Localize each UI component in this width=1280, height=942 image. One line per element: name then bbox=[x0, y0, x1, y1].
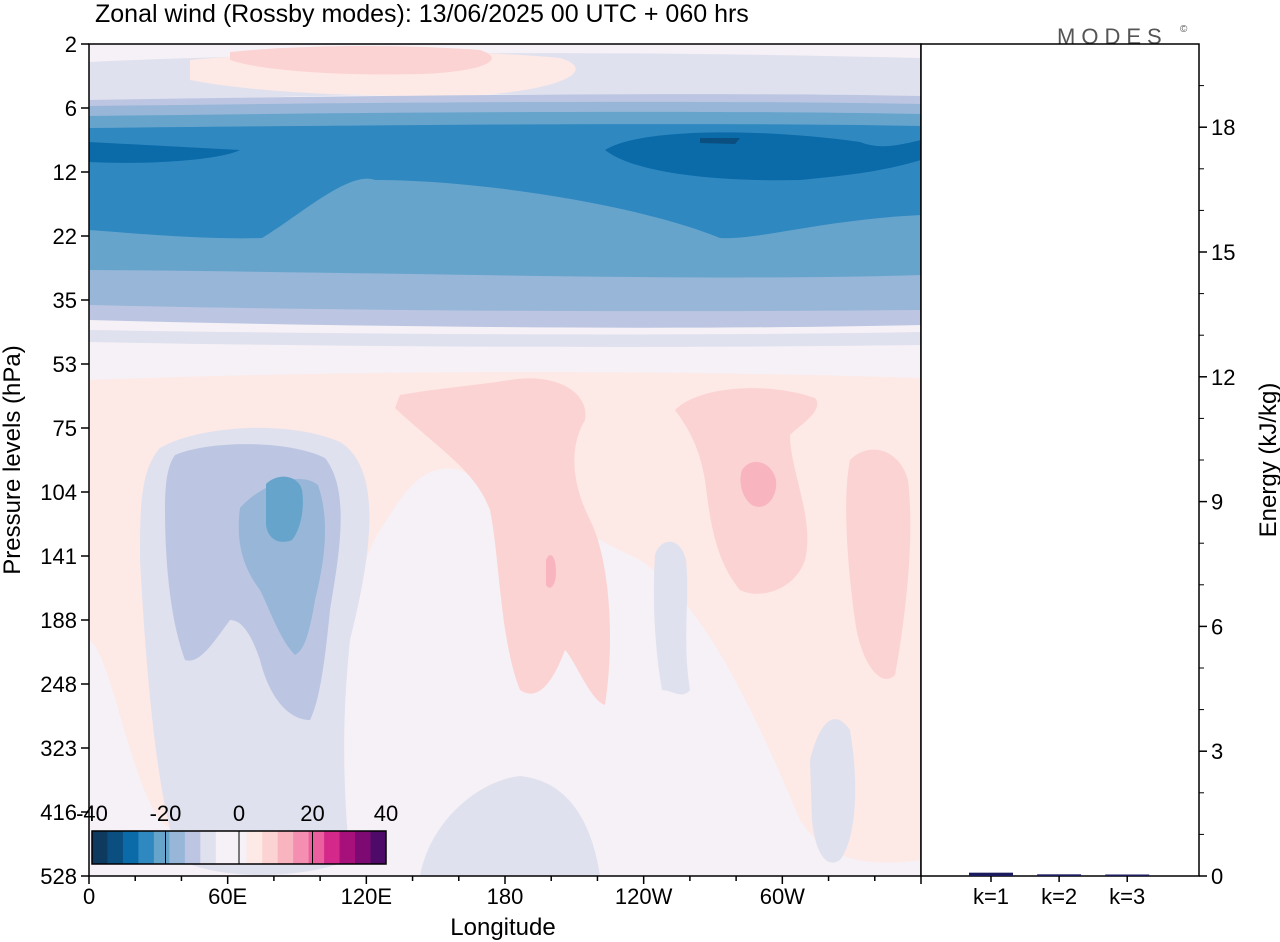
energy-bar bbox=[1105, 874, 1150, 876]
contour-neg-6 bbox=[700, 138, 740, 144]
colorbar-swatch bbox=[153, 831, 170, 864]
contour-pos-3-west bbox=[546, 555, 556, 588]
y-tick-label: 528 bbox=[40, 864, 77, 889]
energy-tick-label: 9 bbox=[1211, 490, 1223, 515]
energy-tick-label: 18 bbox=[1211, 115, 1235, 140]
y-tick-label: 75 bbox=[53, 416, 77, 441]
x-tick-label: 120E bbox=[341, 884, 392, 909]
colorbar-tick-label: -20 bbox=[150, 801, 182, 826]
colorbar-swatch bbox=[169, 831, 186, 864]
energy-panel bbox=[920, 43, 1200, 877]
y-tick-label: 323 bbox=[40, 736, 77, 761]
contour-neg-trop-3 bbox=[238, 478, 326, 655]
energy-category-label: k=2 bbox=[1041, 884, 1077, 909]
energy-tick-label: 0 bbox=[1211, 864, 1223, 889]
colorbar-swatch bbox=[107, 831, 124, 864]
contour-neg-5-east bbox=[605, 132, 921, 181]
colorbar-swatch bbox=[277, 831, 294, 864]
logo-mark: © bbox=[1180, 24, 1188, 35]
colorbar-tick-label: 20 bbox=[300, 801, 324, 826]
energy-bar bbox=[969, 872, 1013, 876]
contour-pos-2-far-east bbox=[846, 449, 911, 679]
heatmap-field bbox=[89, 44, 921, 876]
energy-category-label: k=1 bbox=[973, 884, 1009, 909]
energy-category-label: k=3 bbox=[1109, 884, 1145, 909]
contour-neg-trop-5 bbox=[653, 541, 690, 695]
colorbar-swatch bbox=[200, 831, 217, 864]
contour-pos-2-west bbox=[395, 378, 610, 705]
x-tick-label: 0 bbox=[83, 884, 95, 909]
contour-neg-trop-7 bbox=[420, 776, 600, 876]
contour-neg-lower bbox=[89, 330, 921, 347]
colorbar-swatch bbox=[138, 831, 155, 864]
x-tick-label: 120W bbox=[615, 884, 673, 909]
y-tick-label: 35 bbox=[53, 288, 77, 313]
energy-tick-label: 15 bbox=[1211, 240, 1235, 265]
y-tick-label: 248 bbox=[40, 672, 77, 697]
y-tick-label: 53 bbox=[53, 352, 77, 377]
y-axis-label: Pressure levels (hPa) bbox=[0, 345, 26, 574]
y-tick-label: 22 bbox=[53, 224, 77, 249]
y-tick-label: 141 bbox=[40, 544, 77, 569]
contour-neg-5-west bbox=[89, 142, 240, 163]
colorbar-swatch bbox=[339, 831, 356, 864]
energy-bar bbox=[1037, 874, 1082, 876]
y-tick-label: 2 bbox=[65, 32, 77, 57]
x-tick-label: 60E bbox=[208, 884, 247, 909]
x-tick-label: 180 bbox=[487, 884, 524, 909]
energy-tick-label: 12 bbox=[1211, 365, 1235, 390]
colorbar-swatch bbox=[262, 831, 279, 864]
contour-pos-top-core bbox=[230, 46, 492, 75]
y-tick-label: 104 bbox=[40, 480, 77, 505]
colorbar-swatch bbox=[215, 831, 232, 864]
x-axis-label: Longitude bbox=[450, 914, 555, 941]
energy-frame bbox=[920, 43, 1200, 877]
x-tick-label: 60W bbox=[760, 884, 805, 909]
y-tick-label: 6 bbox=[65, 96, 77, 121]
contour-pos-3-east bbox=[740, 461, 777, 507]
heatmap-panel bbox=[88, 43, 922, 877]
colorbar-tick-label: 40 bbox=[374, 801, 398, 826]
colorbar-swatch bbox=[246, 831, 263, 864]
colorbar-tick-label: 0 bbox=[233, 801, 245, 826]
energy-axis-label: Energy (kJ/kg) bbox=[1255, 383, 1280, 538]
y-tick-label: 416 bbox=[40, 800, 77, 825]
colorbar-swatch bbox=[308, 831, 325, 864]
energy-tick-label: 3 bbox=[1211, 739, 1223, 764]
contour-neg-trop-6 bbox=[810, 719, 856, 863]
colorbar-swatch bbox=[293, 831, 310, 864]
colorbar: -40 -20 0 20 40 bbox=[76, 801, 398, 865]
y-tick-label: 12 bbox=[53, 160, 77, 185]
colorbar-swatch bbox=[324, 831, 341, 864]
contour-neg-trop-4 bbox=[266, 476, 303, 542]
colorbar-tick-label: -40 bbox=[76, 801, 108, 826]
chart-title: Zonal wind (Rossby modes): 13/06/2025 00… bbox=[95, 0, 749, 28]
y-tick-label: 188 bbox=[40, 608, 77, 633]
energy-tick-label: 6 bbox=[1211, 614, 1223, 639]
colorbar-swatch bbox=[355, 831, 372, 864]
colorbar-swatch bbox=[122, 831, 139, 864]
colorbar-swatch bbox=[184, 831, 201, 864]
colorbar-swatch bbox=[370, 831, 387, 864]
colorbar-swatch bbox=[92, 831, 108, 864]
